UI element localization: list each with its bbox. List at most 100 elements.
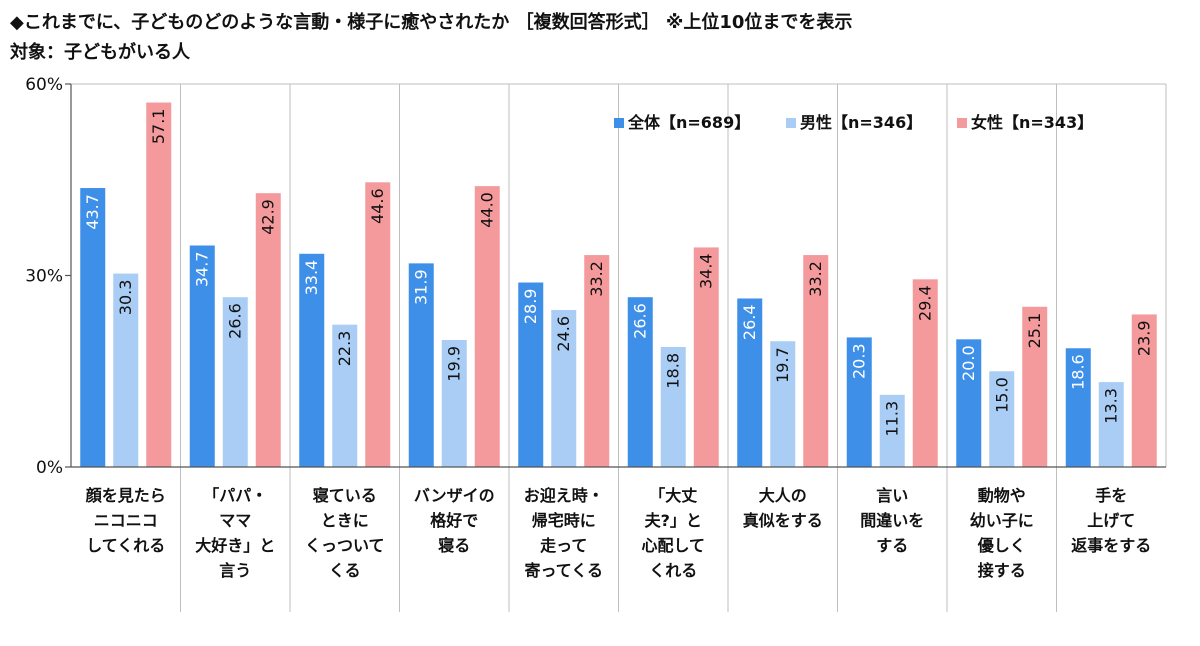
category-label-line: 言う (219, 561, 251, 580)
category-label-line: 動物や (978, 486, 1026, 505)
category-label-line: 夫?」と (645, 511, 702, 530)
data-label: 44.0 (478, 192, 497, 228)
y-tick-label: 0% (36, 458, 63, 478)
bar (255, 193, 281, 467)
category-label-line: する (876, 536, 908, 555)
bar (365, 182, 391, 467)
category-label-line: 大好き」と (195, 536, 275, 555)
data-label: 24.6 (554, 316, 573, 352)
category-label-line: 帰宅時に (532, 511, 596, 530)
category-label-line: 上げて (1087, 511, 1135, 530)
bar (627, 297, 653, 467)
legend-swatch (786, 118, 796, 128)
chart-subtitle: 対象：子どもがいる人 (10, 42, 190, 63)
data-label: 33.2 (587, 261, 606, 297)
data-label: 57.1 (149, 109, 168, 145)
data-label: 15.0 (992, 377, 1011, 413)
category-label-line: お迎え時・ (524, 486, 604, 505)
bar (1065, 348, 1091, 467)
category-label-line: ときに (321, 511, 369, 530)
category-label-line: 走って (539, 536, 587, 555)
category-label: 言い間違いをする (860, 486, 924, 555)
data-label: 26.6 (226, 303, 245, 339)
category-label-line: くっついて (305, 536, 385, 555)
data-label: 20.0 (959, 345, 978, 381)
category-label-line: 寝ている (313, 486, 377, 505)
data-label: 29.4 (916, 285, 935, 321)
category-label-line: 寝る (438, 536, 470, 555)
category-label-line: 寄ってくる (525, 561, 603, 580)
data-label: 34.4 (697, 253, 716, 289)
data-label: 20.3 (850, 343, 869, 379)
bar (912, 279, 938, 467)
chart-title: ◆これまでに、子どものどのような言動・様子に癒やされたか ［複数回答形式］ ※上… (10, 12, 853, 33)
category-label: 寝ているときにくっついてくる (305, 486, 385, 580)
category-label: バンザイの格好で寝る (414, 486, 495, 555)
category-label: 動物や幼い子に優しく接する (970, 486, 1034, 580)
data-label: 18.8 (664, 353, 683, 389)
data-label: 33.2 (806, 261, 825, 297)
category-label-line: 返事をする (1071, 536, 1151, 555)
category-label-line: 大人の (759, 486, 807, 505)
data-label: 31.9 (412, 269, 431, 305)
legend-swatch (957, 118, 967, 128)
legend-label: 男性【n=346】 (800, 113, 922, 132)
category-label: 大人の真似をする (743, 486, 823, 530)
y-tick-label: 30% (25, 267, 63, 287)
data-label: 23.9 (1135, 320, 1154, 356)
data-label: 42.9 (259, 199, 278, 235)
bar (660, 346, 686, 467)
data-label: 44.6 (368, 188, 387, 224)
category-label-line: 言い (876, 486, 908, 505)
bar (737, 298, 763, 467)
category-label-line: 幼い子に (970, 511, 1034, 530)
bar (956, 339, 982, 467)
data-label: 19.7 (773, 347, 792, 383)
bar (299, 253, 325, 467)
legend-swatch (614, 118, 624, 128)
bar (146, 102, 172, 468)
bar (408, 263, 434, 467)
category-label-line: バンザイの (414, 486, 495, 505)
category-label-line: 格好で (430, 511, 478, 530)
category-label-line: ニコニコ (94, 511, 158, 530)
data-label: 43.7 (83, 194, 102, 230)
data-label: 26.4 (740, 304, 759, 340)
bar (1131, 314, 1157, 467)
bar (80, 188, 106, 467)
bar (222, 297, 248, 467)
category-label-line: くる (329, 561, 361, 580)
category-label: 手を上げて返事をする (1071, 486, 1151, 555)
y-tick-label: 60% (25, 75, 63, 95)
category-label: 「大丈夫?」と心配してくれる (641, 486, 705, 580)
bar (879, 394, 905, 467)
bar (189, 245, 215, 467)
category-label-line: 「大丈 (649, 486, 697, 505)
bar (584, 255, 610, 467)
bar (989, 371, 1015, 467)
legend-label: 女性【n=343】 (971, 113, 1093, 132)
bar (332, 324, 358, 467)
data-label: 34.7 (193, 251, 212, 287)
category-label-line: くれる (649, 561, 697, 580)
data-label: 26.6 (631, 303, 650, 339)
category-label: お迎え時・帰宅時に走って寄ってくる (524, 486, 604, 580)
category-label-line: 「パパ・ (203, 486, 267, 505)
bar (846, 337, 872, 467)
data-label: 13.3 (1102, 388, 1121, 424)
category-label-line: 真似をする (743, 511, 823, 530)
category-label-line: ママ (219, 511, 251, 530)
bar (474, 186, 500, 467)
data-label: 28.9 (521, 289, 540, 325)
category-label-line: してくれる (86, 536, 165, 555)
bar (693, 247, 719, 467)
data-label: 18.6 (1069, 354, 1088, 390)
bar (1098, 382, 1124, 467)
data-label: 19.9 (445, 346, 464, 382)
bar (551, 309, 577, 467)
category-label-line: 心配して (641, 536, 705, 555)
category-label-line: 優しく (977, 536, 1026, 555)
data-label: 11.3 (883, 401, 902, 437)
category-label-line: 顔を見たら (85, 486, 166, 505)
